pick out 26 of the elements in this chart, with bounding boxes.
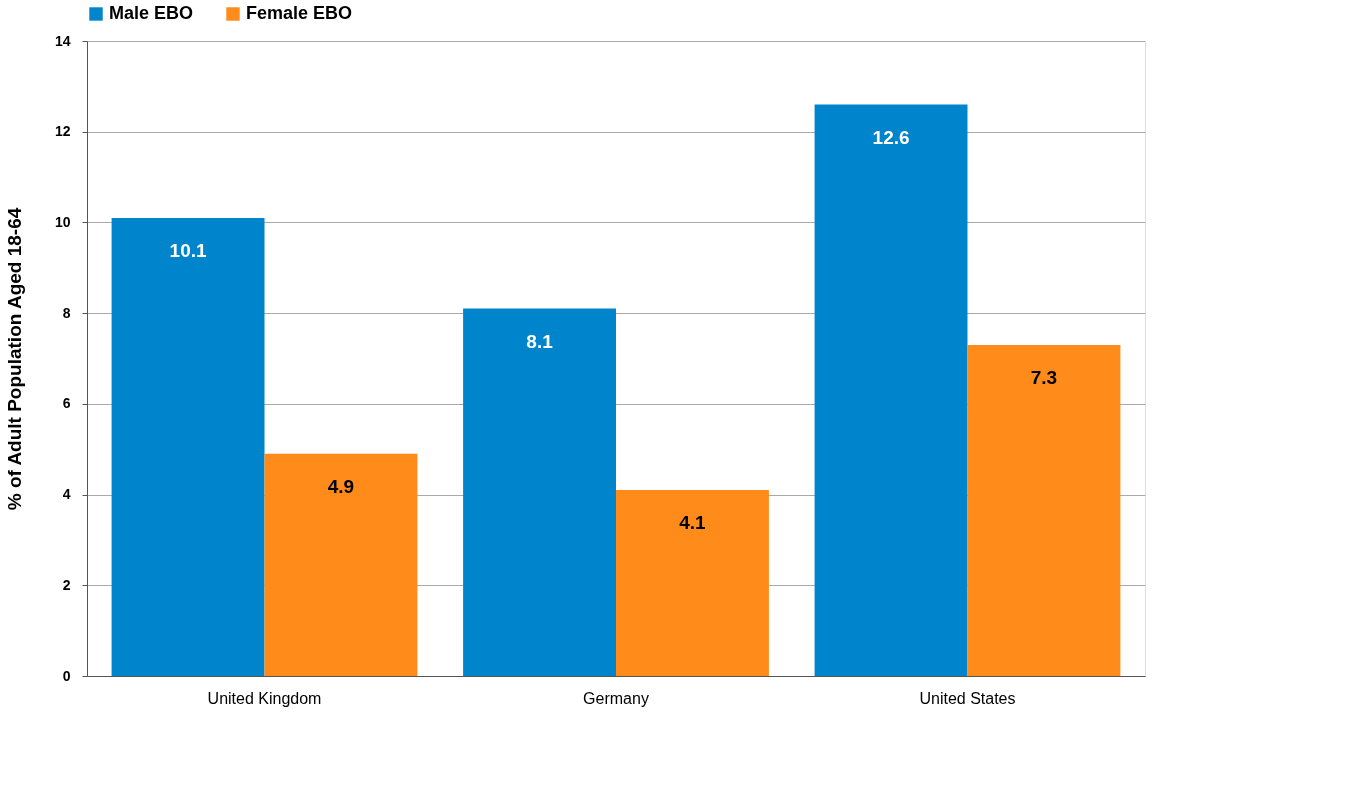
bar — [616, 490, 769, 676]
bar — [264, 453, 418, 676]
bar — [111, 217, 265, 676]
data-label: 4.1 — [679, 512, 707, 534]
legend-label: Female EBO — [246, 3, 353, 23]
bar — [967, 344, 1121, 676]
data-label: 12.6 — [872, 126, 910, 148]
y-tick-label: 12 — [54, 123, 71, 140]
x-tick-label: United Kingdom — [207, 689, 322, 707]
legend-label: Male EBO — [109, 3, 194, 23]
data-label: 4.9 — [327, 475, 355, 497]
data-label: 7.3 — [1030, 366, 1058, 388]
bar — [814, 104, 968, 676]
data-label: 10.1 — [169, 239, 207, 261]
bar — [463, 308, 616, 676]
y-tick-label: 2 — [62, 576, 71, 593]
x-tick-label: United States — [919, 689, 1016, 707]
y-axis-title: % of Adult Population Aged 18-64 — [3, 207, 25, 511]
y-tick-label: 6 — [62, 395, 71, 412]
y-tick-label: 8 — [62, 304, 71, 321]
y-tick-label: 10 — [54, 213, 71, 230]
x-tick-label: Germany — [583, 689, 649, 707]
y-tick-label: 4 — [62, 486, 71, 503]
y-tick-label: 0 — [62, 667, 71, 684]
data-label: 8.1 — [526, 330, 554, 352]
y-tick-label: 14 — [54, 32, 71, 49]
